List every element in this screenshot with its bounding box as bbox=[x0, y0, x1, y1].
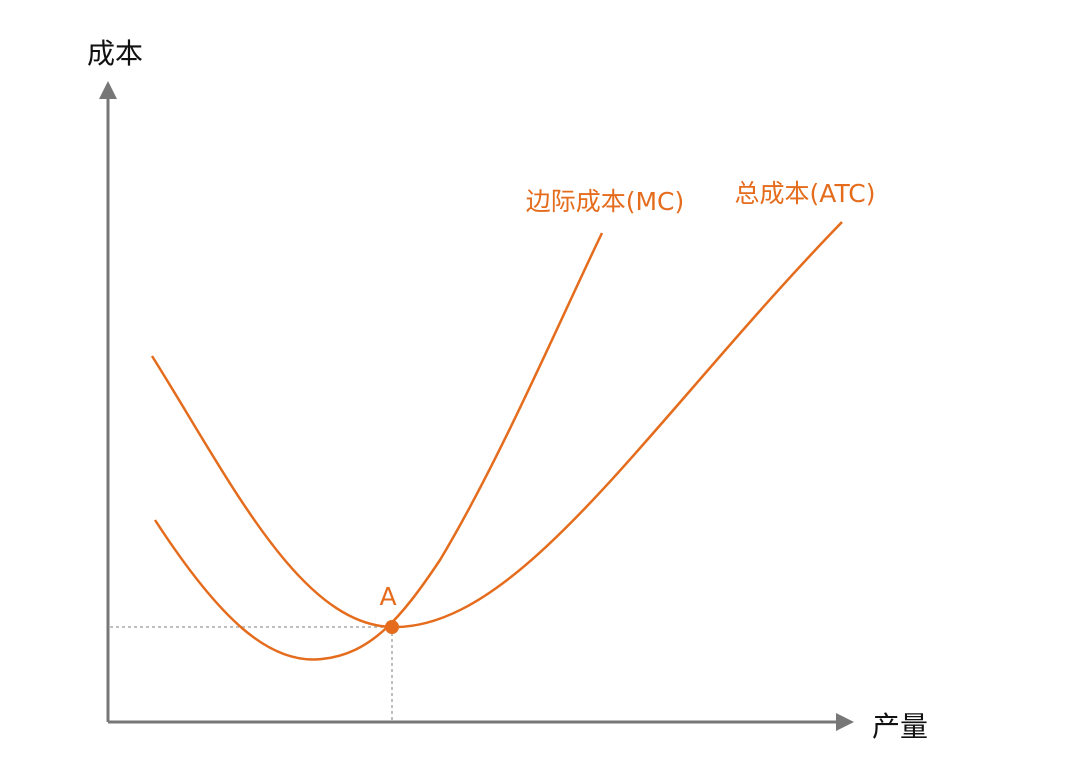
curve-label: 总成本(ATC) bbox=[735, 179, 876, 208]
curve-label: 边际成本(MC) bbox=[526, 187, 685, 216]
x-axis-label: 产量 bbox=[872, 710, 928, 743]
mc-curve bbox=[153, 232, 604, 661]
point-label: A bbox=[379, 582, 396, 611]
y-axis-label: 成本 bbox=[87, 37, 143, 70]
point bbox=[385, 620, 399, 634]
atc-curve bbox=[150, 221, 843, 629]
